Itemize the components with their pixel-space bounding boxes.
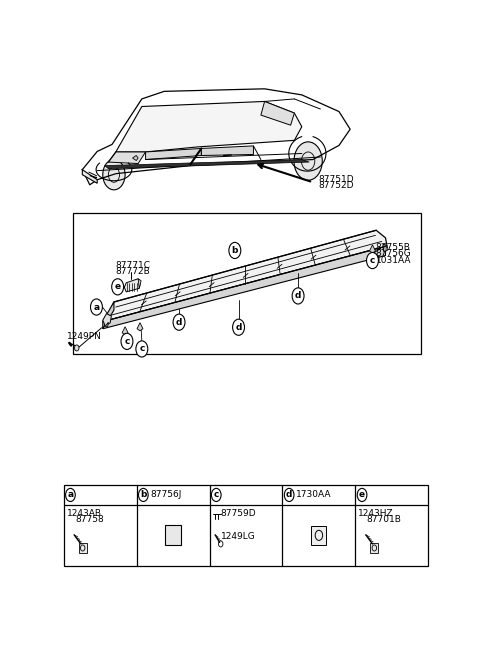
Text: 1031AA: 1031AA [375,256,411,264]
Text: 1243AB: 1243AB [67,508,102,518]
Polygon shape [103,302,114,329]
Text: d: d [286,491,292,499]
Text: d: d [295,291,301,300]
Polygon shape [106,322,108,327]
Text: 1249LG: 1249LG [221,532,255,541]
Text: 87751D: 87751D [319,175,354,184]
Text: a: a [94,302,99,312]
Text: 1249PN: 1249PN [67,332,102,341]
Polygon shape [370,245,375,253]
Circle shape [284,488,294,501]
Circle shape [136,341,148,357]
Polygon shape [108,152,145,163]
Text: 1243HZ: 1243HZ [359,508,394,518]
Circle shape [74,345,79,351]
Circle shape [292,288,304,304]
Text: c: c [139,344,144,354]
Polygon shape [105,159,309,169]
Polygon shape [132,155,138,161]
Polygon shape [116,102,302,152]
Polygon shape [383,245,387,251]
Polygon shape [124,279,140,292]
Circle shape [357,488,367,501]
Text: 87758: 87758 [75,515,104,523]
Text: d: d [176,318,182,327]
Polygon shape [261,102,294,125]
Polygon shape [105,230,387,321]
Text: 87701B: 87701B [367,515,401,523]
FancyBboxPatch shape [370,543,378,552]
Polygon shape [83,170,97,183]
Circle shape [103,159,125,190]
Circle shape [294,142,322,180]
Circle shape [211,488,221,501]
Text: 1730AA: 1730AA [296,491,331,499]
Circle shape [121,333,133,350]
FancyBboxPatch shape [79,543,87,552]
Text: d: d [235,323,242,332]
Circle shape [173,314,185,330]
Circle shape [112,279,124,295]
Text: b: b [140,491,146,499]
Text: c: c [124,337,130,346]
Text: 87752D: 87752D [319,181,354,190]
Text: a: a [67,491,73,499]
Bar [64,485,428,566]
Text: e: e [115,282,121,291]
Text: e: e [359,491,365,499]
Circle shape [233,319,244,335]
Polygon shape [122,327,128,335]
FancyBboxPatch shape [165,525,181,545]
Text: c: c [370,256,375,265]
Text: 87755B: 87755B [375,243,410,253]
Text: 87759D: 87759D [221,508,256,518]
Text: b: b [232,246,238,255]
Text: 87771C: 87771C [115,261,150,270]
Text: 87756G: 87756G [375,249,411,258]
Circle shape [66,488,75,501]
Circle shape [229,242,241,258]
Polygon shape [103,247,385,329]
Polygon shape [202,146,253,155]
Circle shape [91,299,102,315]
Polygon shape [138,279,141,289]
Text: 87756J: 87756J [150,491,181,499]
Text: 87772B: 87772B [115,267,150,276]
Circle shape [139,488,148,501]
Polygon shape [137,323,143,331]
Polygon shape [145,148,202,159]
Polygon shape [103,314,111,326]
Text: c: c [214,491,219,499]
FancyBboxPatch shape [312,525,326,545]
Circle shape [367,253,378,269]
